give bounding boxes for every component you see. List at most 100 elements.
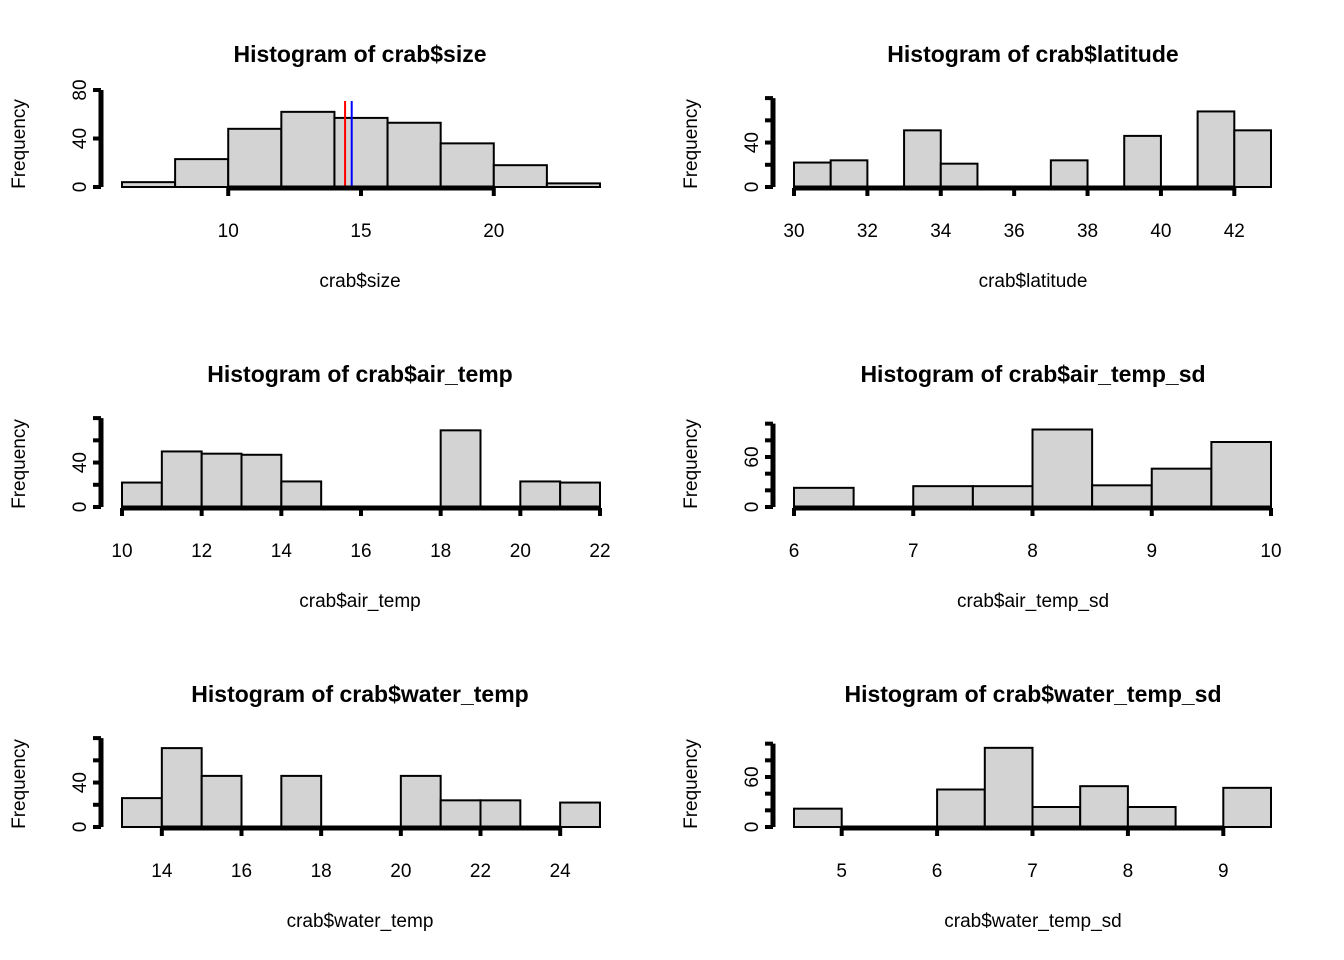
x-axis-label: crab$latitude <box>979 271 1088 292</box>
histogram-bar <box>903 129 942 188</box>
x-axis-label: crab$water_temp <box>287 911 434 932</box>
x-axis-label: crab$water_temp_sd <box>944 911 1121 932</box>
x-tick-label: 20 <box>510 541 531 562</box>
histogram-panel-6: Histogram of crab$water_temp_sd 5 6 7 8 9 0 60 c… <box>681 681 1273 932</box>
x-tick-label: 16 <box>350 541 371 562</box>
y-tick-label: 0 <box>70 822 91 833</box>
x-tick-label: 10 <box>1260 541 1281 562</box>
x-tick-label: 8 <box>1027 541 1038 562</box>
y-tick-label: 40 <box>70 452 91 473</box>
histogram-bar <box>936 788 986 828</box>
y-axis-label: Frequency <box>681 419 702 509</box>
x-tick-label: 6 <box>932 861 943 882</box>
x-tick-label: 7 <box>908 541 919 562</box>
y-tick-label: 40 <box>70 772 91 793</box>
y-tick-label: 0 <box>742 822 763 833</box>
x-axis-label: crab$air_temp_sd <box>957 591 1109 612</box>
y-tick-label: 60 <box>742 766 763 787</box>
histogram-bar <box>1150 467 1213 508</box>
histogram-bar <box>1079 785 1129 829</box>
x-tick-label: 42 <box>1224 221 1245 242</box>
histogram-bar <box>439 799 482 828</box>
histogram-bar <box>1031 428 1094 508</box>
histogram-panel-1: Histogram of crab$size 10 15 20 0 40 80 crab$si… <box>9 41 602 292</box>
histogram-bar <box>492 164 548 189</box>
histogram-bar <box>386 121 442 188</box>
x-tick-label: 12 <box>191 541 212 562</box>
x-tick-label: 15 <box>350 221 371 242</box>
histogram-bar <box>1126 806 1177 828</box>
histogram-bar <box>479 799 522 828</box>
x-tick-label: 14 <box>151 861 173 882</box>
histogram-bar <box>174 158 230 189</box>
histogram-bar <box>333 116 389 188</box>
y-tick-label: 0 <box>70 502 91 513</box>
y-axis-label: Frequency <box>9 419 30 509</box>
x-tick-label: 22 <box>589 541 610 562</box>
x-tick-label: 22 <box>470 861 491 882</box>
histogram-bar <box>519 480 562 509</box>
chart-title: Histogram of crab$water_temp_sd <box>844 681 1221 707</box>
x-tick-label: 10 <box>111 541 132 562</box>
histogram-bar <box>971 485 1034 508</box>
histogram-panel-5: Histogram of crab$water_temp 14 16 18 20 22 24… <box>9 681 602 932</box>
x-tick-label: 7 <box>1027 861 1038 882</box>
y-tick-label: 60 <box>742 446 763 467</box>
histogram-bar <box>200 774 243 829</box>
histogram-bar <box>160 747 203 828</box>
histogram-bar <box>439 429 482 509</box>
histogram-bar <box>912 485 974 508</box>
histogram-bar <box>559 481 602 508</box>
y-tick-label: 0 <box>742 182 763 193</box>
x-tick-label: 34 <box>930 221 952 242</box>
x-tick-label: 9 <box>1218 861 1229 882</box>
histogram-bar <box>240 453 283 508</box>
x-tick-label: 32 <box>857 221 878 242</box>
chart-title: Histogram of crab$water_temp <box>191 681 528 707</box>
x-tick-label: 18 <box>430 541 451 562</box>
x-tick-label: 6 <box>789 541 800 562</box>
histogram-bar <box>439 142 495 188</box>
x-tick-label: 16 <box>231 861 252 882</box>
histogram-bar <box>121 797 163 828</box>
y-axis-label: Frequency <box>681 99 702 189</box>
x-tick-label: 40 <box>1150 221 1171 242</box>
histogram-bar <box>227 127 283 188</box>
histogram-panel-3: Histogram of crab$air_temp 10 12 14 16 18 20 22… <box>9 361 611 612</box>
histogram-bar <box>1233 129 1273 188</box>
histogram-bar <box>983 746 1034 828</box>
chart-title: Histogram of crab$latitude <box>887 41 1178 67</box>
y-axis-label: Frequency <box>9 99 30 189</box>
x-tick-label: 24 <box>550 861 572 882</box>
histogram-bar <box>280 480 323 509</box>
histogram-bar <box>121 481 163 508</box>
histogram-bar <box>1031 806 1082 828</box>
y-tick-label: 40 <box>70 128 91 149</box>
histogram-bar <box>793 161 832 189</box>
histogram-bar <box>1222 786 1273 828</box>
x-tick-label: 20 <box>390 861 411 882</box>
histogram-bar <box>1196 110 1236 188</box>
histogram-bar <box>939 162 979 189</box>
y-tick-label: 80 <box>70 79 91 100</box>
y-tick-label: 0 <box>70 182 91 193</box>
histogram-panel-4: Histogram of crab$air_temp_sd 6 7 8 9 10 0 60 cr… <box>681 361 1282 612</box>
x-tick-label: 5 <box>836 861 847 882</box>
histogram-bar <box>545 182 602 188</box>
y-axis-label: Frequency <box>9 739 30 829</box>
histogram-bar <box>1210 441 1272 508</box>
histogram-bar <box>793 807 843 829</box>
x-tick-label: 38 <box>1077 221 1098 242</box>
chart-title: Histogram of crab$air_temp_sd <box>860 361 1205 387</box>
x-tick-label: 18 <box>311 861 332 882</box>
histogram-bar <box>559 801 602 828</box>
histogram-bar <box>121 181 177 189</box>
histogram-bar <box>399 774 442 829</box>
x-axis-label: crab$size <box>319 271 400 292</box>
chart-title: Histogram of crab$air_temp <box>207 361 512 387</box>
chart-title: Histogram of crab$size <box>233 41 486 67</box>
histogram-bar <box>1091 484 1153 509</box>
x-tick-label: 14 <box>271 541 293 562</box>
histogram-bar <box>1123 134 1162 188</box>
